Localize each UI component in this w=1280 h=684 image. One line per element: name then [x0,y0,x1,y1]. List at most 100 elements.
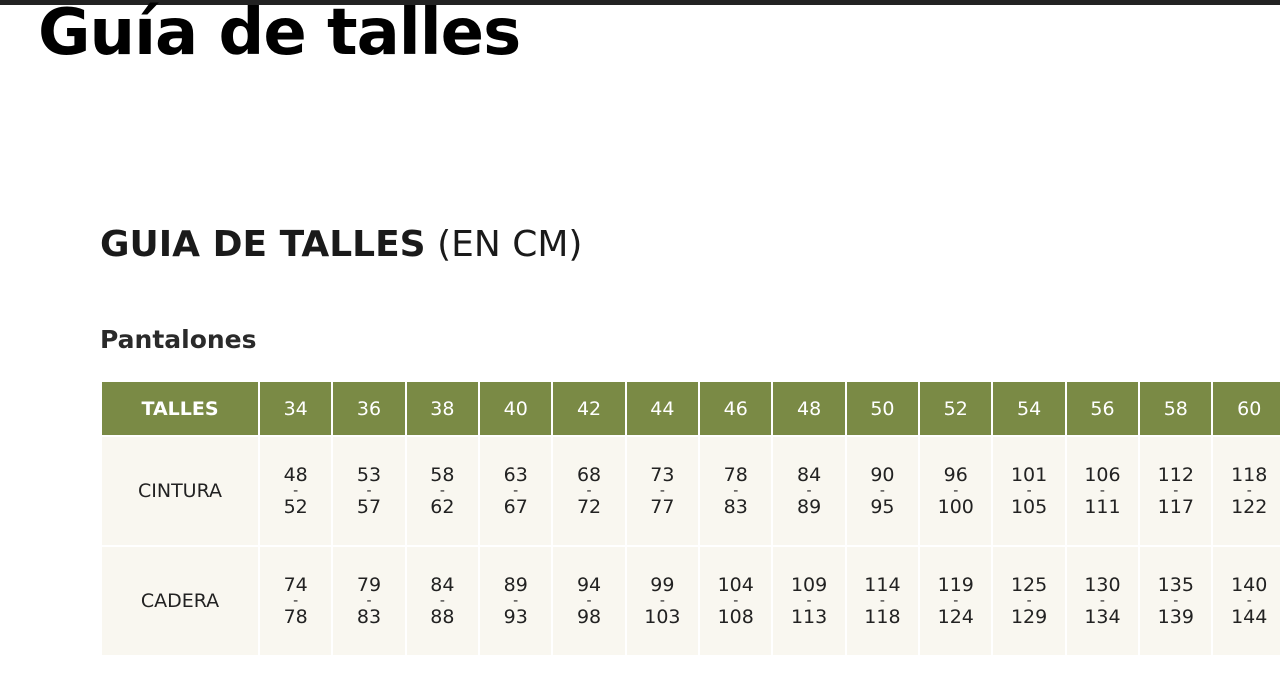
range-from: 96 [943,464,968,486]
range-cell: 84-88 [404,545,481,657]
range-to: 111 [1084,496,1121,518]
range-from: 48 [283,464,308,486]
range-separator: - [439,593,445,609]
size-header: 34 [257,380,334,437]
section-title-unit: (EN CM) [437,224,583,265]
range-cell: 58-62 [404,435,481,547]
range-separator: - [953,593,959,609]
range-to: 139 [1157,606,1194,628]
range-to: 129 [1010,606,1048,628]
range-separator: - [733,483,739,499]
range-cell: 114-118 [844,545,921,657]
range-to: 144 [1231,606,1268,628]
range-separator: - [439,483,445,499]
range-cell: 73-77 [624,435,701,547]
range-from: 53 [356,464,382,486]
range-separator: - [293,593,299,609]
range-from: 112 [1157,464,1194,486]
range-from: 114 [864,574,901,596]
range-separator: - [733,593,739,609]
range-from: 73 [650,464,675,486]
range-separator: - [659,483,665,499]
range-cell: 125-129 [991,545,1067,657]
range-separator: - [293,483,299,499]
range-cell: 109-113 [771,545,847,657]
range-separator: - [1099,483,1105,499]
range-separator: - [1246,483,1252,499]
range-from: 125 [1010,574,1048,596]
range-from: 68 [576,464,602,486]
range-from: 109 [790,574,828,596]
range-cell: 78-83 [698,435,774,547]
header-row: TALLES 34 36 38 40 42 44 46 48 50 52 54 56 58 60 [100,380,1280,437]
range-from: 84 [796,464,822,486]
range-to: 105 [1010,496,1048,518]
size-header: 54 [991,380,1067,437]
range-cell: 79-83 [331,545,407,657]
range-cell: 140-144 [1211,545,1280,657]
section-title: GUIA DE TALLES (EN CM) [100,224,582,265]
table-row: CADERA 74-78 79-83 84-88 89-93 94-98 99-103 104… [100,545,1280,657]
range-separator: - [1099,593,1105,609]
range-to: 77 [650,496,675,518]
range-from: 84 [430,574,455,596]
range-cell: 89-93 [478,545,554,657]
range-separator: - [1026,593,1032,609]
range-cell: 90-95 [844,435,921,547]
row-label: CADERA [100,545,260,657]
range-to: 78 [283,606,308,628]
range-separator: - [366,593,372,609]
range-from: 118 [1231,464,1268,486]
range-from: 79 [356,574,382,596]
range-cell: 68-72 [551,435,627,547]
range-separator: - [586,593,592,609]
range-to: 88 [430,606,455,628]
range-to: 124 [937,606,974,628]
range-separator: - [586,483,592,499]
size-header: 38 [404,380,481,437]
range-to: 83 [723,496,748,518]
range-to: 108 [717,606,754,628]
range-to: 57 [356,496,382,518]
range-to: 67 [503,496,528,518]
range-cell: 104-108 [698,545,774,657]
row-label: CINTURA [100,435,260,547]
range-separator: - [513,593,519,609]
size-header: 60 [1211,380,1280,437]
range-from: 78 [723,464,748,486]
range-cell: 118-122 [1211,435,1280,547]
range-cell: 112-117 [1138,435,1214,547]
range-cell: 99-103 [624,545,701,657]
range-separator: - [366,483,372,499]
section-title-bold: GUIA DE TALLES [100,224,426,265]
range-to: 134 [1084,606,1121,628]
range-to: 89 [796,496,822,518]
size-header: 44 [624,380,701,437]
size-header: 56 [1064,380,1141,437]
size-header: 40 [478,380,554,437]
range-separator: - [806,593,812,609]
range-separator: - [1246,593,1252,609]
range-separator: - [1173,593,1179,609]
table-wrap: TALLES 34 36 38 40 42 44 46 48 50 52 54 56 58 60 CINTU… [100,380,1280,657]
range-cell: 101-105 [991,435,1067,547]
range-separator: - [953,483,959,499]
range-cell: 106-111 [1064,435,1141,547]
size-header: 46 [698,380,774,437]
page-title: Guía de talles [38,0,521,70]
range-cell: 74-78 [257,545,334,657]
size-header: 36 [331,380,407,437]
range-to: 117 [1157,496,1194,518]
range-to: 62 [430,496,455,518]
range-from: 63 [503,464,528,486]
range-to: 122 [1231,496,1268,518]
range-to: 95 [870,496,895,518]
range-to: 52 [283,496,308,518]
range-to: 100 [937,496,974,518]
range-from: 104 [717,574,754,596]
table-row: CINTURA 48-52 53-57 58-62 63-67 68-72 73-77 78-… [100,435,1280,547]
size-header: 58 [1138,380,1214,437]
top-bar [0,0,1280,5]
range-separator: - [879,593,885,609]
